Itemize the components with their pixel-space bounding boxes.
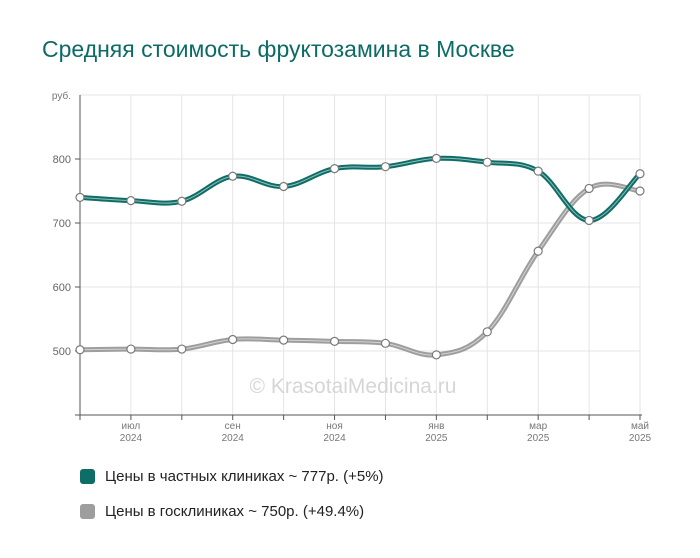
x-tick-label-month: сен xyxy=(225,421,241,432)
x-tick-label-month: июл xyxy=(122,421,141,432)
data-point-private xyxy=(431,153,441,163)
x-tick-label-month: май xyxy=(631,421,649,432)
data-point-private xyxy=(279,181,289,192)
data-point-private xyxy=(75,192,85,202)
data-point-public xyxy=(329,336,340,346)
series-line-public xyxy=(77,181,643,358)
data-point-public xyxy=(126,344,136,354)
legend-label-private: Цены в частных клиниках ~ 777р. (+5%) xyxy=(105,467,384,485)
grid-lines xyxy=(79,94,641,415)
x-tick-label-month: ноя xyxy=(326,421,343,432)
data-point-private xyxy=(228,171,238,181)
legend-label-public: Цены в госклиниках ~ 750р. (+49.4%) xyxy=(105,502,365,520)
legend: Цены в частных клиниках ~ 777р. (+5%) Це… xyxy=(80,466,384,536)
data-point-public xyxy=(533,246,543,256)
data-point-private xyxy=(482,157,492,167)
data-point-private xyxy=(126,196,136,206)
data-point-public xyxy=(75,345,85,355)
y-unit-label: руб. xyxy=(52,90,71,102)
data-point-public xyxy=(279,335,289,345)
watermark: © KrasotaiMedicina.ru xyxy=(250,375,457,398)
data-point-private xyxy=(584,215,594,226)
x-tick-label-year: 2024 xyxy=(222,433,245,444)
chart-title: Средняя стоимость фруктозамина в Москве xyxy=(42,36,515,62)
data-point-private xyxy=(533,166,543,176)
data-point-public xyxy=(228,334,238,345)
points-layer xyxy=(75,153,645,360)
y-tick-label: 500 xyxy=(53,346,71,358)
legend-swatch-private xyxy=(80,468,95,484)
legend-swatch-public xyxy=(80,503,95,519)
data-point-public xyxy=(635,186,645,196)
data-point-public xyxy=(431,350,441,360)
x-tick-label-year: 2024 xyxy=(323,433,346,444)
data-point-public xyxy=(482,327,492,337)
x-tick-label-year: 2025 xyxy=(425,433,448,444)
x-tick-label-year: 2025 xyxy=(527,433,550,444)
y-tick-label: 800 xyxy=(53,154,71,166)
data-point-private xyxy=(177,196,187,206)
x-tick-label-month: мар xyxy=(529,421,547,432)
y-tick-label: 700 xyxy=(53,218,71,230)
series-layer xyxy=(77,155,643,358)
x-tick-label-year: 2024 xyxy=(120,433,143,444)
x-tick-label-year: 2025 xyxy=(629,433,652,444)
data-point-public xyxy=(177,344,187,354)
data-point-private xyxy=(635,169,645,179)
data-point-public xyxy=(584,183,594,194)
y-tick-label: 600 xyxy=(53,282,71,294)
data-point-public xyxy=(380,338,391,348)
x-tick-label-month: янв xyxy=(428,421,444,432)
legend-item-public[interactable]: Цены в госклиниках ~ 750р. (+49.4%) xyxy=(80,501,384,521)
data-point-private xyxy=(329,164,340,174)
legend-item-private[interactable]: Цены в частных клиниках ~ 777р. (+5%) xyxy=(80,466,384,486)
data-point-private xyxy=(380,162,391,172)
series-line-highlight-public xyxy=(79,183,641,356)
